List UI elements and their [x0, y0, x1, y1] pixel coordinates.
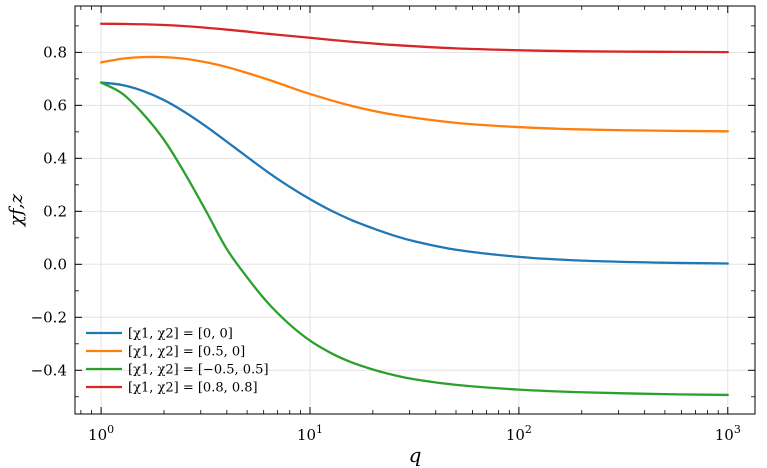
x-tick-label: 101: [297, 423, 323, 444]
legend-label-3: [χ1, χ2] = [−0.5, 0.5]: [128, 363, 269, 378]
y-tick-label: 0.2: [43, 202, 67, 220]
x-tick-label-base: 10: [506, 426, 525, 444]
y-tick-label: 0.4: [43, 149, 67, 167]
plot-frame: [74, 5, 756, 415]
legend-label-2: [χ1, χ2] = [0.5, 0]: [128, 345, 245, 360]
legend: [χ1, χ2] = [0, 0] [χ1, χ2] = [0.5, 0] [χ1,…: [86, 327, 269, 396]
x-tick-label: 102: [506, 423, 532, 444]
x-tick-label-base: 10: [297, 426, 316, 444]
legend-label-4: [χ1, χ2] = [0.8, 0.8]: [128, 381, 258, 396]
tick-layer: [75, 6, 755, 414]
y-tick-label: 0.0: [43, 255, 67, 273]
x-tick-label-exponent: 0: [107, 423, 114, 436]
y-tick-label: 0.6: [43, 96, 67, 114]
series-line-1: [99, 81, 729, 265]
x-tick-label-base: 10: [715, 426, 734, 444]
grid-layer: [75, 6, 755, 414]
series-layer: [99, 22, 729, 397]
x-tick-label-exponent: 3: [734, 423, 741, 436]
series-line-2: [99, 55, 729, 133]
y-tick-label: 0.8: [43, 43, 67, 61]
x-tick-label: 100: [88, 423, 114, 444]
y-tick-label: −0.2: [31, 308, 67, 326]
x-tick-label: 103: [715, 423, 741, 444]
series-line-4: [99, 22, 729, 54]
x-tick-label-exponent: 2: [525, 423, 532, 436]
x-tick-label-base: 10: [88, 426, 107, 444]
x-axis-label: q: [409, 443, 422, 467]
y-axis-label: χf,z: [6, 193, 27, 228]
x-tick-label-exponent: 1: [316, 423, 323, 436]
series-line-3: [99, 81, 729, 397]
legend-label-1: [χ1, χ2] = [0, 0]: [128, 327, 233, 342]
y-tick-label: −0.4: [31, 361, 67, 379]
